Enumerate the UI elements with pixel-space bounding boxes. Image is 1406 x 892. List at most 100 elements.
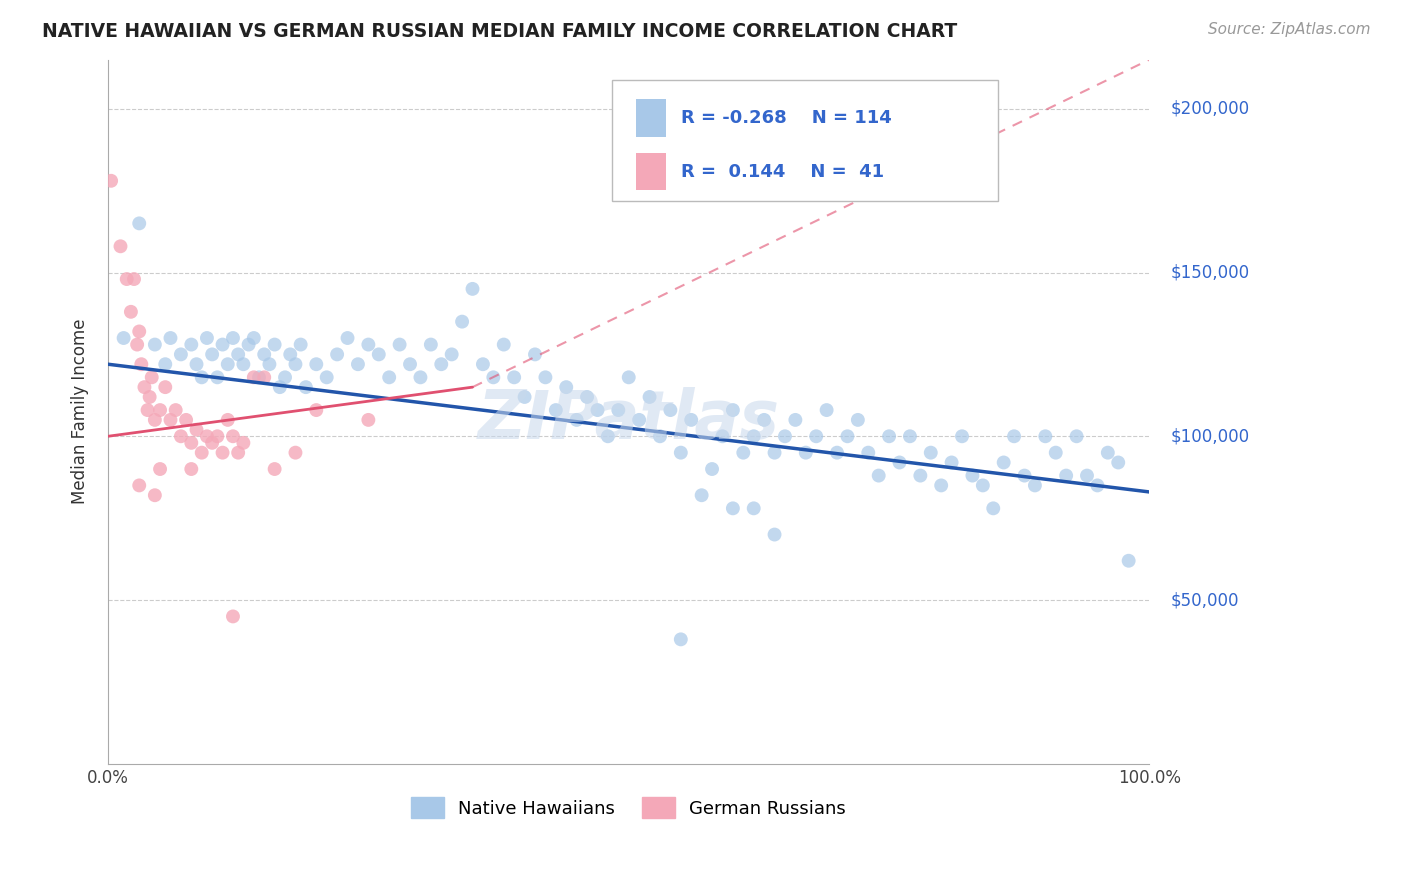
Point <box>336 331 359 345</box>
Point <box>278 347 301 361</box>
Point <box>638 390 661 404</box>
Point <box>222 609 245 624</box>
Point <box>993 455 1015 469</box>
Point <box>503 370 526 384</box>
Text: NATIVE HAWAIIAN VS GERMAN RUSSIAN MEDIAN FAMILY INCOME CORRELATION CHART: NATIVE HAWAIIAN VS GERMAN RUSSIAN MEDIAN… <box>42 22 957 41</box>
Point <box>190 445 212 459</box>
Point <box>690 488 713 502</box>
Point <box>243 370 266 384</box>
Text: ZIPatlas: ZIPatlas <box>478 387 780 453</box>
Text: Source: ZipAtlas.com: Source: ZipAtlas.com <box>1208 22 1371 37</box>
Point <box>451 315 474 329</box>
Point <box>889 455 911 469</box>
Point <box>773 429 796 443</box>
Point <box>186 357 208 371</box>
Point <box>1054 468 1077 483</box>
Point <box>430 357 453 371</box>
Point <box>440 347 463 361</box>
Point <box>357 413 380 427</box>
Point <box>170 429 193 443</box>
Point <box>565 413 588 427</box>
Point <box>143 488 166 502</box>
Point <box>180 337 202 351</box>
Point <box>186 423 208 437</box>
Point <box>524 347 547 361</box>
Point <box>555 380 578 394</box>
Point <box>711 429 734 443</box>
Point <box>305 403 328 417</box>
Point <box>482 370 505 384</box>
Point <box>837 429 859 443</box>
Point <box>217 357 239 371</box>
Point <box>170 347 193 361</box>
Point <box>846 413 869 427</box>
Text: R = -0.268    N = 114: R = -0.268 N = 114 <box>681 109 891 128</box>
Point <box>110 239 132 253</box>
Point <box>492 337 515 351</box>
Point <box>131 357 153 371</box>
Point <box>207 370 229 384</box>
Point <box>648 429 671 443</box>
Point <box>950 429 973 443</box>
Point <box>195 331 218 345</box>
Point <box>1045 445 1067 459</box>
Point <box>284 357 307 371</box>
Point <box>134 380 156 394</box>
Point <box>617 370 640 384</box>
Point <box>232 435 254 450</box>
Point <box>763 527 786 541</box>
Point <box>180 462 202 476</box>
Point <box>1076 468 1098 483</box>
Point <box>232 357 254 371</box>
Point <box>399 357 422 371</box>
Point <box>128 325 150 339</box>
Point <box>1118 554 1140 568</box>
Point <box>1087 478 1109 492</box>
Point <box>763 445 786 459</box>
Point <box>149 462 172 476</box>
Point <box>155 357 177 371</box>
Point <box>1107 455 1129 469</box>
Point <box>929 478 952 492</box>
Text: $50,000: $50,000 <box>1170 591 1239 609</box>
Point <box>149 403 172 417</box>
Text: $200,000: $200,000 <box>1170 100 1250 118</box>
Point <box>201 347 224 361</box>
Point <box>534 370 557 384</box>
Point <box>120 305 142 319</box>
Point <box>794 445 817 459</box>
Point <box>259 357 281 371</box>
Point <box>326 347 349 361</box>
Point <box>586 403 609 417</box>
Point <box>269 380 291 394</box>
Point <box>419 337 441 351</box>
Point <box>211 337 233 351</box>
Point <box>721 403 744 417</box>
Point <box>742 429 765 443</box>
Point <box>733 445 755 459</box>
Point <box>920 445 942 459</box>
Point <box>315 370 337 384</box>
Point <box>910 468 932 483</box>
Point <box>1014 468 1036 483</box>
Point <box>815 403 838 417</box>
Point <box>290 337 312 351</box>
Point <box>165 403 187 417</box>
Point <box>742 501 765 516</box>
Point <box>138 390 160 404</box>
Point <box>263 462 285 476</box>
Point <box>195 429 218 443</box>
Point <box>700 462 723 476</box>
Point <box>128 216 150 230</box>
Point <box>378 370 401 384</box>
Point <box>115 272 138 286</box>
Point <box>174 413 197 427</box>
Point <box>513 390 536 404</box>
Point <box>785 413 807 427</box>
Point <box>284 445 307 459</box>
Point <box>238 337 260 351</box>
Text: $100,000: $100,000 <box>1170 427 1250 445</box>
Point <box>681 413 703 427</box>
Point <box>201 435 224 450</box>
Point <box>127 337 149 351</box>
